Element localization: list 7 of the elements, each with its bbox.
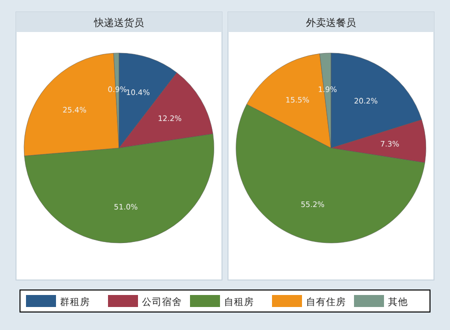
legend-label: 自有住房 (306, 296, 346, 308)
chart-title: 快递送货员 (93, 17, 144, 29)
legend-label: 群租房 (60, 296, 90, 308)
legend-label: 公司宿舍 (142, 296, 182, 308)
chart-title: 外卖送餐员 (306, 17, 356, 29)
legend-label: 自租房 (224, 296, 254, 308)
legend-label: 其他 (388, 296, 408, 308)
